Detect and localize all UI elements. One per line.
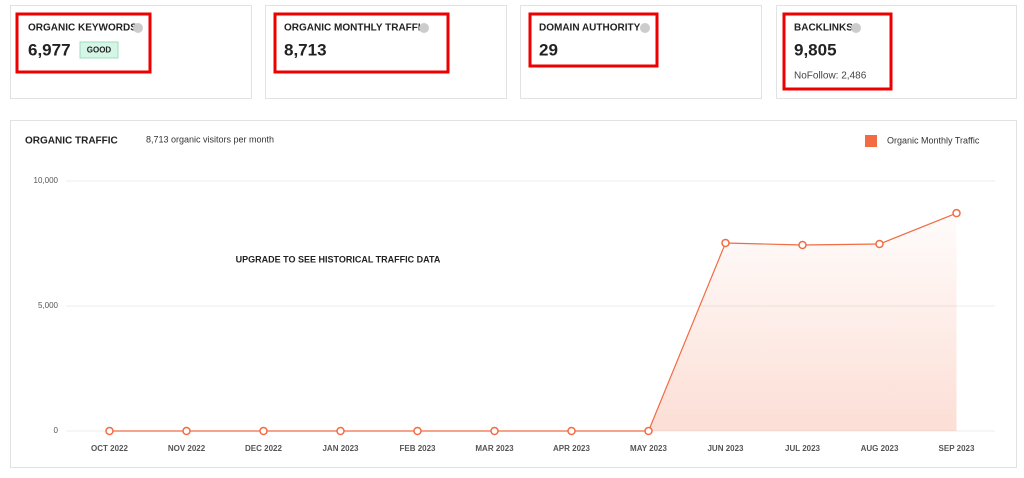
y-tick-label: 0 — [54, 426, 59, 435]
highlight-box — [528, 12, 659, 68]
x-tick-label: OCT 2022 — [91, 444, 128, 453]
x-tick-label: DEC 2022 — [245, 444, 282, 453]
help-icon[interactable] — [133, 23, 143, 33]
x-tick-label: JUL 2023 — [785, 444, 821, 453]
x-tick-label: MAR 2023 — [475, 444, 514, 453]
help-icon[interactable] — [419, 23, 429, 33]
card-frame — [265, 5, 507, 99]
x-tick-label: APR 2023 — [553, 444, 590, 453]
y-tick-label: 10,000 — [34, 176, 59, 185]
badge-text: GOOD — [87, 46, 112, 55]
help-icon[interactable] — [640, 23, 650, 33]
y-tick-label: 5,000 — [38, 301, 59, 310]
card-frame — [10, 5, 252, 99]
point — [875, 239, 884, 249]
chart-title: ORGANIC TRAFFIC — [25, 136, 118, 147]
highlight-box — [273, 12, 450, 74]
card-value: 6,977 — [28, 40, 71, 59]
card-title: BACKLINKS — [794, 23, 853, 34]
point — [644, 426, 653, 436]
legend-label: Organic Monthly Traffic — [887, 135, 980, 145]
card-value: 9,805 — [794, 40, 837, 59]
x-tick-label: SEP 2023 — [939, 444, 975, 453]
point — [182, 426, 191, 436]
card-title: DOMAIN AUTHORITY — [539, 23, 641, 34]
highlight-box — [15, 12, 152, 74]
x-tick-label: MAY 2023 — [630, 444, 667, 453]
card: DOMAIN AUTHORITY 29 — [520, 5, 762, 99]
x-tick-label: NOV 2022 — [168, 444, 206, 453]
x-tick-label: AUG 2023 — [861, 444, 899, 453]
plot: 0 5,000 10,000 OCT 2022 NOV 2022 DEC 2022 JAN … — [34, 135, 995, 453]
card: ORGANIC KEYWORDS 6,977 GOOD — [10, 5, 252, 99]
point — [798, 240, 807, 250]
point — [721, 238, 730, 248]
legend-swatch — [865, 135, 877, 147]
highlight-box — [782, 12, 893, 91]
chart-subtitle: 8,713 organic visitors per month — [146, 134, 274, 144]
point — [336, 426, 345, 436]
help-icon[interactable] — [851, 23, 861, 33]
card-value: 29 — [539, 40, 558, 59]
point — [105, 426, 114, 436]
card-frame — [520, 5, 762, 99]
card-title: ORGANIC MONTHLY TRAFFIC — [284, 23, 428, 34]
card-value: 8,713 — [284, 40, 327, 59]
card-title: ORGANIC KEYWORDS — [28, 23, 137, 34]
card-note: NoFollow: 2,486 — [794, 71, 867, 82]
x-tick-label: JUN 2023 — [707, 444, 744, 453]
point — [952, 208, 961, 218]
line — [109, 212, 957, 432]
point — [413, 426, 422, 436]
x-tick-label: JAN 2023 — [322, 444, 359, 453]
badge — [79, 41, 119, 59]
point — [567, 426, 576, 436]
card-frame — [776, 5, 1017, 99]
card: ORGANIC MONTHLY TRAFFIC 8,713 — [265, 5, 507, 99]
card: BACKLINKS 9,805 NoFollow: 2,486 — [776, 5, 1017, 99]
point — [490, 426, 499, 436]
point — [259, 426, 268, 436]
area — [109, 213, 957, 431]
x-tick-label: FEB 2023 — [399, 444, 436, 453]
annotation: UPGRADE TO SEE HISTORICAL TRAFFIC DATA — [236, 254, 441, 264]
